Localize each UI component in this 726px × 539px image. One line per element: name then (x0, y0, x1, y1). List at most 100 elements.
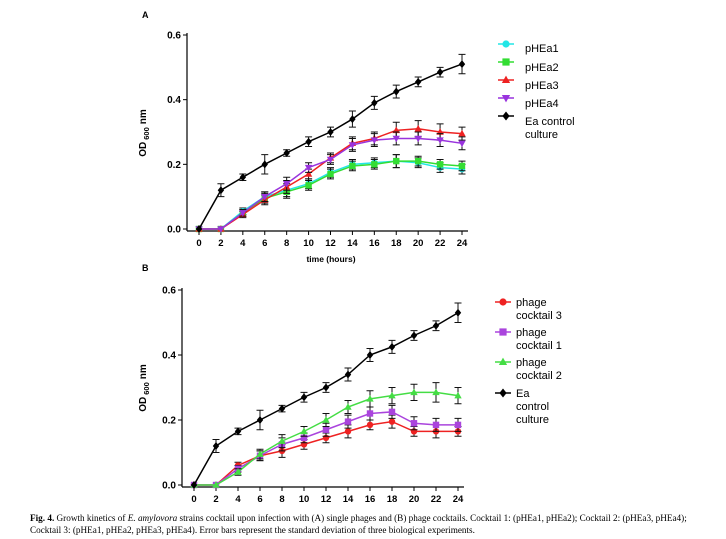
panel-a-y-axis-label: OD 600 nm (138, 109, 151, 157)
legend-marker (498, 357, 508, 366)
caption-text-2: strains cocktail upon infection with (A)… (30, 513, 687, 535)
panel-a-x-tick-label: 24 (457, 238, 468, 249)
panel-a-y-tick-label: 0.2 (167, 160, 181, 171)
panel-b-series-3-point (344, 403, 352, 410)
panel-a-series-4-point (414, 135, 422, 143)
legend-b-label-ea-control: Ea control culture (516, 388, 549, 426)
panel-b-series-3-point (256, 450, 264, 457)
panel-a-x-tick-label: 8 (284, 238, 289, 249)
panel-b-series-4-line (193, 312, 459, 486)
panel-b-x-tick-label: 18 (387, 494, 398, 505)
panel-b-series-3-point (300, 427, 308, 435)
panel-b-series-4-point (344, 370, 352, 379)
panel-a-series-4-point (458, 140, 466, 148)
panel-a-x-tick-label: 0 (196, 238, 201, 249)
panel-a-y-label-unit: nm (138, 109, 149, 124)
legend-b-item-cocktail-3: phage cocktail 3 (495, 297, 562, 322)
panel-b-series-2-point (454, 421, 462, 429)
panel-b-series-2-point (322, 426, 330, 433)
panel-b-series-2-point (366, 410, 374, 417)
legend-b-item-ea-control: Ea control culture (495, 388, 549, 426)
legend-a-symbol-3 (498, 75, 514, 84)
legend-b-label-ea-control-line3: culture (516, 414, 549, 426)
legend-a-label-phea3: pHEa3 (525, 80, 559, 92)
legend-a-symbol-4 (498, 94, 514, 103)
panel-b-x-tick-label: 8 (279, 494, 284, 505)
legend-b-label-cocktail-3: phage cocktail 3 (516, 297, 562, 322)
legend-marker (502, 40, 510, 48)
panel-b-series-2-point (388, 408, 396, 416)
panel-a-series-5-point (458, 60, 466, 69)
panel-b-series-3-point (432, 388, 440, 396)
panel-b-series-4-point (432, 321, 440, 330)
panel-a-series-2-point (327, 170, 334, 178)
panel-b-series-2-point (344, 418, 352, 425)
panel-b-series-3-point (366, 395, 374, 402)
panel-b-series-3-point (234, 468, 242, 475)
panel-b-x-tick-label: 4 (235, 494, 241, 505)
legend-b-label-cocktail-3-line2: cocktail 3 (516, 310, 562, 322)
panel-b-series-1-point (344, 428, 352, 435)
legend-a-label-ea-control-line1: Ea control (525, 116, 575, 128)
panel-b-x-tick-label: 24 (453, 494, 464, 505)
panel-b-series-3 (190, 382, 462, 488)
panel-b-series-3-point (212, 481, 220, 488)
legend-b-item-cocktail-1: phage cocktail 1 (495, 327, 562, 352)
legend-a-label-ea-control-line2: culture (525, 129, 558, 141)
legend-a-label-phea1: pHEa1 (525, 43, 559, 55)
caption-label: Fig. 4. (30, 513, 55, 523)
panel-a-series-4 (195, 131, 466, 233)
legend-a-item-phea4: pHEa4 (498, 94, 559, 110)
panel-b-legend: phage cocktail 3 phage cocktail 1 phage coc… (495, 297, 562, 426)
panel-a-y-label-main: OD (138, 142, 149, 157)
panel-a-series-3-point (458, 129, 466, 137)
panel-b-series-4-point (366, 351, 374, 359)
panel-a-label: A (142, 10, 149, 20)
legend-a-item-ea-control: Ea control culture (498, 111, 575, 141)
panel-a: A 0.00.20.40.60 2 4 6 8 10 12 14 16 18 20 22 24 time… (138, 10, 575, 264)
panel-a-series-5-point (371, 98, 378, 107)
panel-a-x-tick-label: 14 (347, 238, 358, 249)
legend-b-symbol-3 (495, 357, 511, 366)
panel-a-series-5-point (436, 68, 444, 77)
panel-b-series-4-point (322, 383, 330, 392)
panel-a-series-2-point (349, 162, 356, 170)
panel-a-series-4-point (326, 156, 335, 164)
legend-marker (499, 388, 507, 398)
legend-marker (499, 328, 507, 336)
panel-b-x-tick-label: 2 (213, 494, 218, 505)
panel-a-series-4-point (239, 210, 247, 217)
panel-a-x-tick-label: 10 (303, 238, 314, 249)
panel-a-series-4-point (436, 137, 444, 144)
panel-a-x-tick-label: 18 (391, 238, 402, 249)
panel-a-x-tick-label: 22 (435, 238, 446, 249)
panel-b-series-1-point (366, 421, 374, 429)
panel-a-series-2-point (414, 157, 422, 165)
panel-b-label: B (142, 263, 149, 273)
legend-b-label-cocktail-1-line1: phage (516, 327, 547, 339)
panel-b-series-4-point (212, 442, 220, 450)
panel-b-series-3-point (322, 416, 330, 423)
panel-b-x-tick-label: 20 (409, 494, 420, 505)
caption-text-1: Growth kinetics of (56, 513, 126, 523)
panel-b-series-3-point (410, 388, 418, 396)
legend-a-symbol-5 (498, 111, 514, 121)
panel-a-series-5-point (414, 77, 422, 86)
panel-a-series-2-point (458, 162, 466, 170)
panel-a-series-5-point (327, 128, 334, 136)
panel-b-plot: 0.00.20.40.60 2 4 6 8 10 12 14 16 18 20 22 24 (162, 286, 464, 505)
legend-b-label-cocktail-3-line1: phage (516, 297, 547, 309)
panel-a-x-tick-label: 6 (262, 238, 267, 249)
legend-a-symbol-2 (498, 58, 514, 66)
panel-a-series-2 (195, 154, 466, 233)
panel-a-series-5-point (349, 115, 356, 124)
panel-a-series-5-point (239, 173, 247, 182)
panel-b-x-tick-label: 0 (191, 494, 196, 505)
legend-b-symbol-4 (495, 388, 511, 398)
legend-b-symbol-2 (495, 328, 511, 336)
panel-a-series-4-point (392, 135, 400, 143)
panel-b-y-label-sub: 600 (142, 382, 151, 395)
panel-b-series-1-point (388, 418, 396, 425)
legend-b-symbol-1 (495, 298, 511, 306)
